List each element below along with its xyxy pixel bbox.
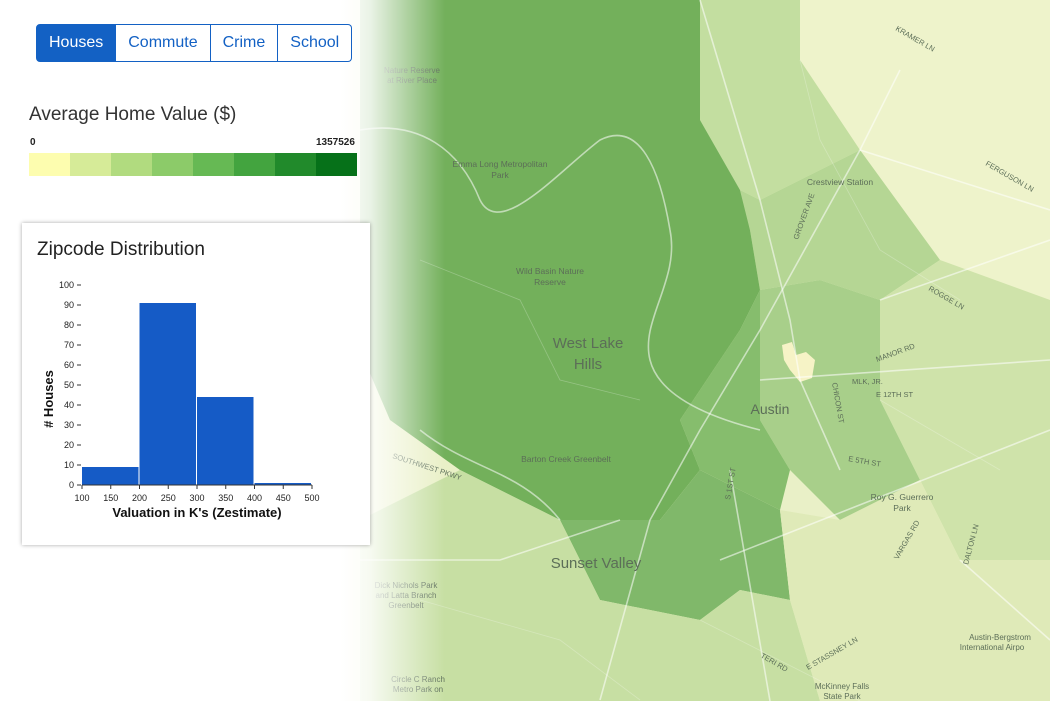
- y-tick-label: 10: [64, 460, 74, 470]
- y-axis-label: # Houses: [41, 370, 56, 428]
- y-tick-label: 100: [59, 280, 74, 290]
- tab-school[interactable]: School: [278, 24, 353, 62]
- zip-region-highlight[interactable]: [782, 342, 815, 382]
- map-label-mckinney-2: State Park: [823, 692, 861, 701]
- legend-swatch-5: [234, 153, 275, 176]
- zip-region-crestview[interactable]: [740, 150, 940, 300]
- y-tick-label: 0: [69, 480, 74, 490]
- map-label-crestview: Crestview Station: [807, 177, 873, 187]
- histogram-bar: [139, 303, 196, 485]
- legend-swatch-7: [316, 153, 357, 176]
- y-tick-label: 80: [64, 320, 74, 330]
- zip-region-north[interactable]: [700, 0, 860, 200]
- legend-swatch-2: [111, 153, 152, 176]
- x-tick-label: 150: [103, 493, 118, 503]
- histogram-bar: [197, 397, 254, 485]
- map-label-roy-guerrero-2: Park: [893, 503, 911, 513]
- legend-min-value: 0: [30, 137, 36, 148]
- x-tick-label: 400: [247, 493, 262, 503]
- map-label-mckinney: McKinney Falls: [815, 682, 869, 691]
- map-label-emma-long: Emma Long Metropolitan: [453, 159, 548, 169]
- x-tick-label: 200: [132, 493, 147, 503]
- zip-region-ne[interactable]: [800, 0, 1050, 300]
- x-tick-label: 250: [161, 493, 176, 503]
- map-label-airport-2: International Airpo: [960, 643, 1025, 652]
- x-tick-label: 100: [74, 493, 89, 503]
- map-label-wild-basin-2: Reserve: [534, 277, 566, 287]
- map-label-emma-long-2: Park: [491, 170, 509, 180]
- map-label-austin: Austin: [751, 401, 790, 417]
- histogram-bar: [254, 483, 311, 485]
- map-label-mlk: MLK, JR.: [852, 377, 883, 386]
- layer-tabs: Houses Commute Crime School: [36, 24, 353, 62]
- map-label-12th: E 12TH ST: [876, 390, 914, 399]
- zip-region-central-east[interactable]: [760, 280, 920, 520]
- x-tick-label: 300: [189, 493, 204, 503]
- legend-swatch-0: [29, 153, 70, 176]
- map-label-wild-basin: Wild Basin Nature: [516, 266, 584, 276]
- zip-region-south-central[interactable]: [560, 470, 790, 620]
- y-tick-label: 50: [64, 380, 74, 390]
- legend-color-scale: [29, 153, 357, 176]
- legend-title: Average Home Value ($): [29, 104, 237, 125]
- zip-region-westlake[interactable]: [360, 0, 760, 520]
- y-tick-label: 40: [64, 400, 74, 410]
- tab-houses[interactable]: Houses: [36, 24, 117, 62]
- x-axis-label: Valuation in K's (Zestimate): [112, 505, 281, 520]
- y-tick-label: 30: [64, 420, 74, 430]
- legend-swatch-6: [275, 153, 316, 176]
- legend-swatch-4: [193, 153, 234, 176]
- y-tick-label: 70: [64, 340, 74, 350]
- y-tick-label: 60: [64, 360, 74, 370]
- y-tick-label: 90: [64, 300, 74, 310]
- zip-region-se[interactable]: [780, 480, 1050, 701]
- x-tick-label: 450: [276, 493, 291, 503]
- map-label-westlake-2: Hills: [574, 356, 602, 373]
- histogram-card: Zipcode Distribution 0 10 20 30 40 50 60 70 80 90…: [22, 223, 370, 545]
- histogram-chart: 0 10 20 30 40 50 60 70 80 90 100 100 150 200 250 300 350…: [41, 280, 320, 520]
- x-tick-label: 350: [218, 493, 233, 503]
- histogram-title: Zipcode Distribution: [37, 239, 205, 260]
- legend-swatch-1: [70, 153, 111, 176]
- tab-commute[interactable]: Commute: [116, 24, 211, 62]
- legend-swatch-3: [152, 153, 193, 176]
- legend-max-value: 1357526: [316, 137, 355, 148]
- map-label-roy-guerrero: Roy G. Guerrero: [871, 492, 934, 502]
- zip-region-central[interactable]: [680, 290, 790, 510]
- map-label-westlake-1: West Lake: [553, 335, 624, 352]
- x-tick-label: 500: [304, 493, 319, 503]
- y-tick-label: 20: [64, 440, 74, 450]
- map-label-sunset-valley: Sunset Valley: [551, 555, 642, 572]
- map-label-airport: Austin-Bergstrom: [969, 633, 1031, 642]
- map-label-barton-creek: Barton Creek Greenbelt: [521, 454, 611, 464]
- tab-crime[interactable]: Crime: [210, 24, 279, 62]
- histogram-bar: [82, 467, 139, 485]
- zip-region-south[interactable]: [360, 470, 820, 701]
